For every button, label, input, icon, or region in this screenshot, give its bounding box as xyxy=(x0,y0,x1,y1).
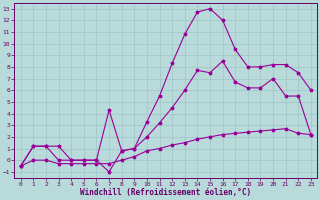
X-axis label: Windchill (Refroidissement éolien,°C): Windchill (Refroidissement éolien,°C) xyxy=(80,188,252,197)
